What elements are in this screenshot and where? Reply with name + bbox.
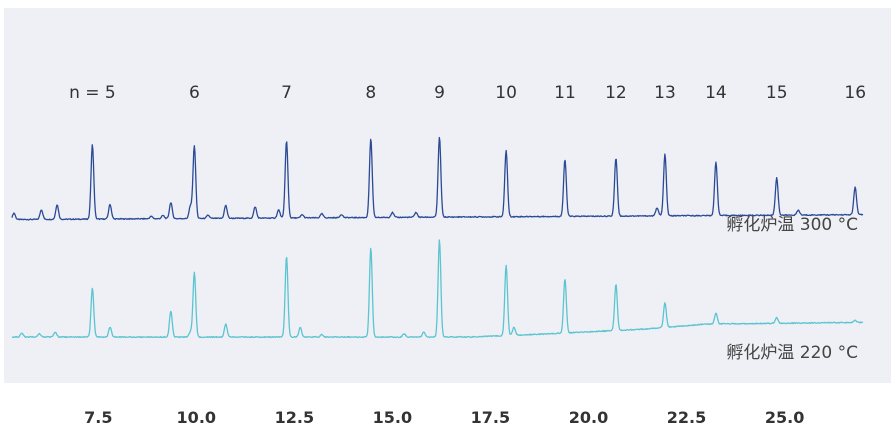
x-tick-label-5: 20.0: [569, 408, 608, 427]
peak-label-4: 9: [434, 83, 445, 103]
peak-label-5: 10: [495, 83, 517, 103]
peak-label-7: 12: [605, 83, 627, 103]
series-label-0: 孵化炉温 300 °C: [726, 215, 858, 235]
series-label-1: 孵化炉温 220 °C: [726, 343, 858, 363]
x-tick-label-1: 10.0: [177, 408, 216, 427]
x-tick-label-4: 17.5: [471, 408, 510, 427]
x-tick-label-3: 15.0: [373, 408, 412, 427]
x-tick-label-0: 7.5: [84, 408, 112, 427]
peak-label-10: 15: [766, 83, 788, 103]
chart-panel: [4, 8, 891, 383]
series-line-1: [11, 239, 864, 339]
peak-label-6: 11: [554, 83, 576, 103]
peak-label-3: 8: [365, 83, 376, 103]
peak-label-1: 6: [189, 83, 200, 103]
x-tick-label-7: 25.0: [765, 408, 804, 427]
peak-label-8: 13: [654, 83, 676, 103]
peak-label-2: 7: [281, 83, 292, 103]
x-tick-label-2: 12.5: [275, 408, 314, 427]
peak-label-11: 16: [844, 83, 866, 103]
series-line-0: [11, 136, 864, 221]
peak-label-9: 14: [705, 83, 727, 103]
x-tick-label-6: 22.5: [667, 408, 706, 427]
peak-label-0: n = 5: [69, 83, 116, 103]
